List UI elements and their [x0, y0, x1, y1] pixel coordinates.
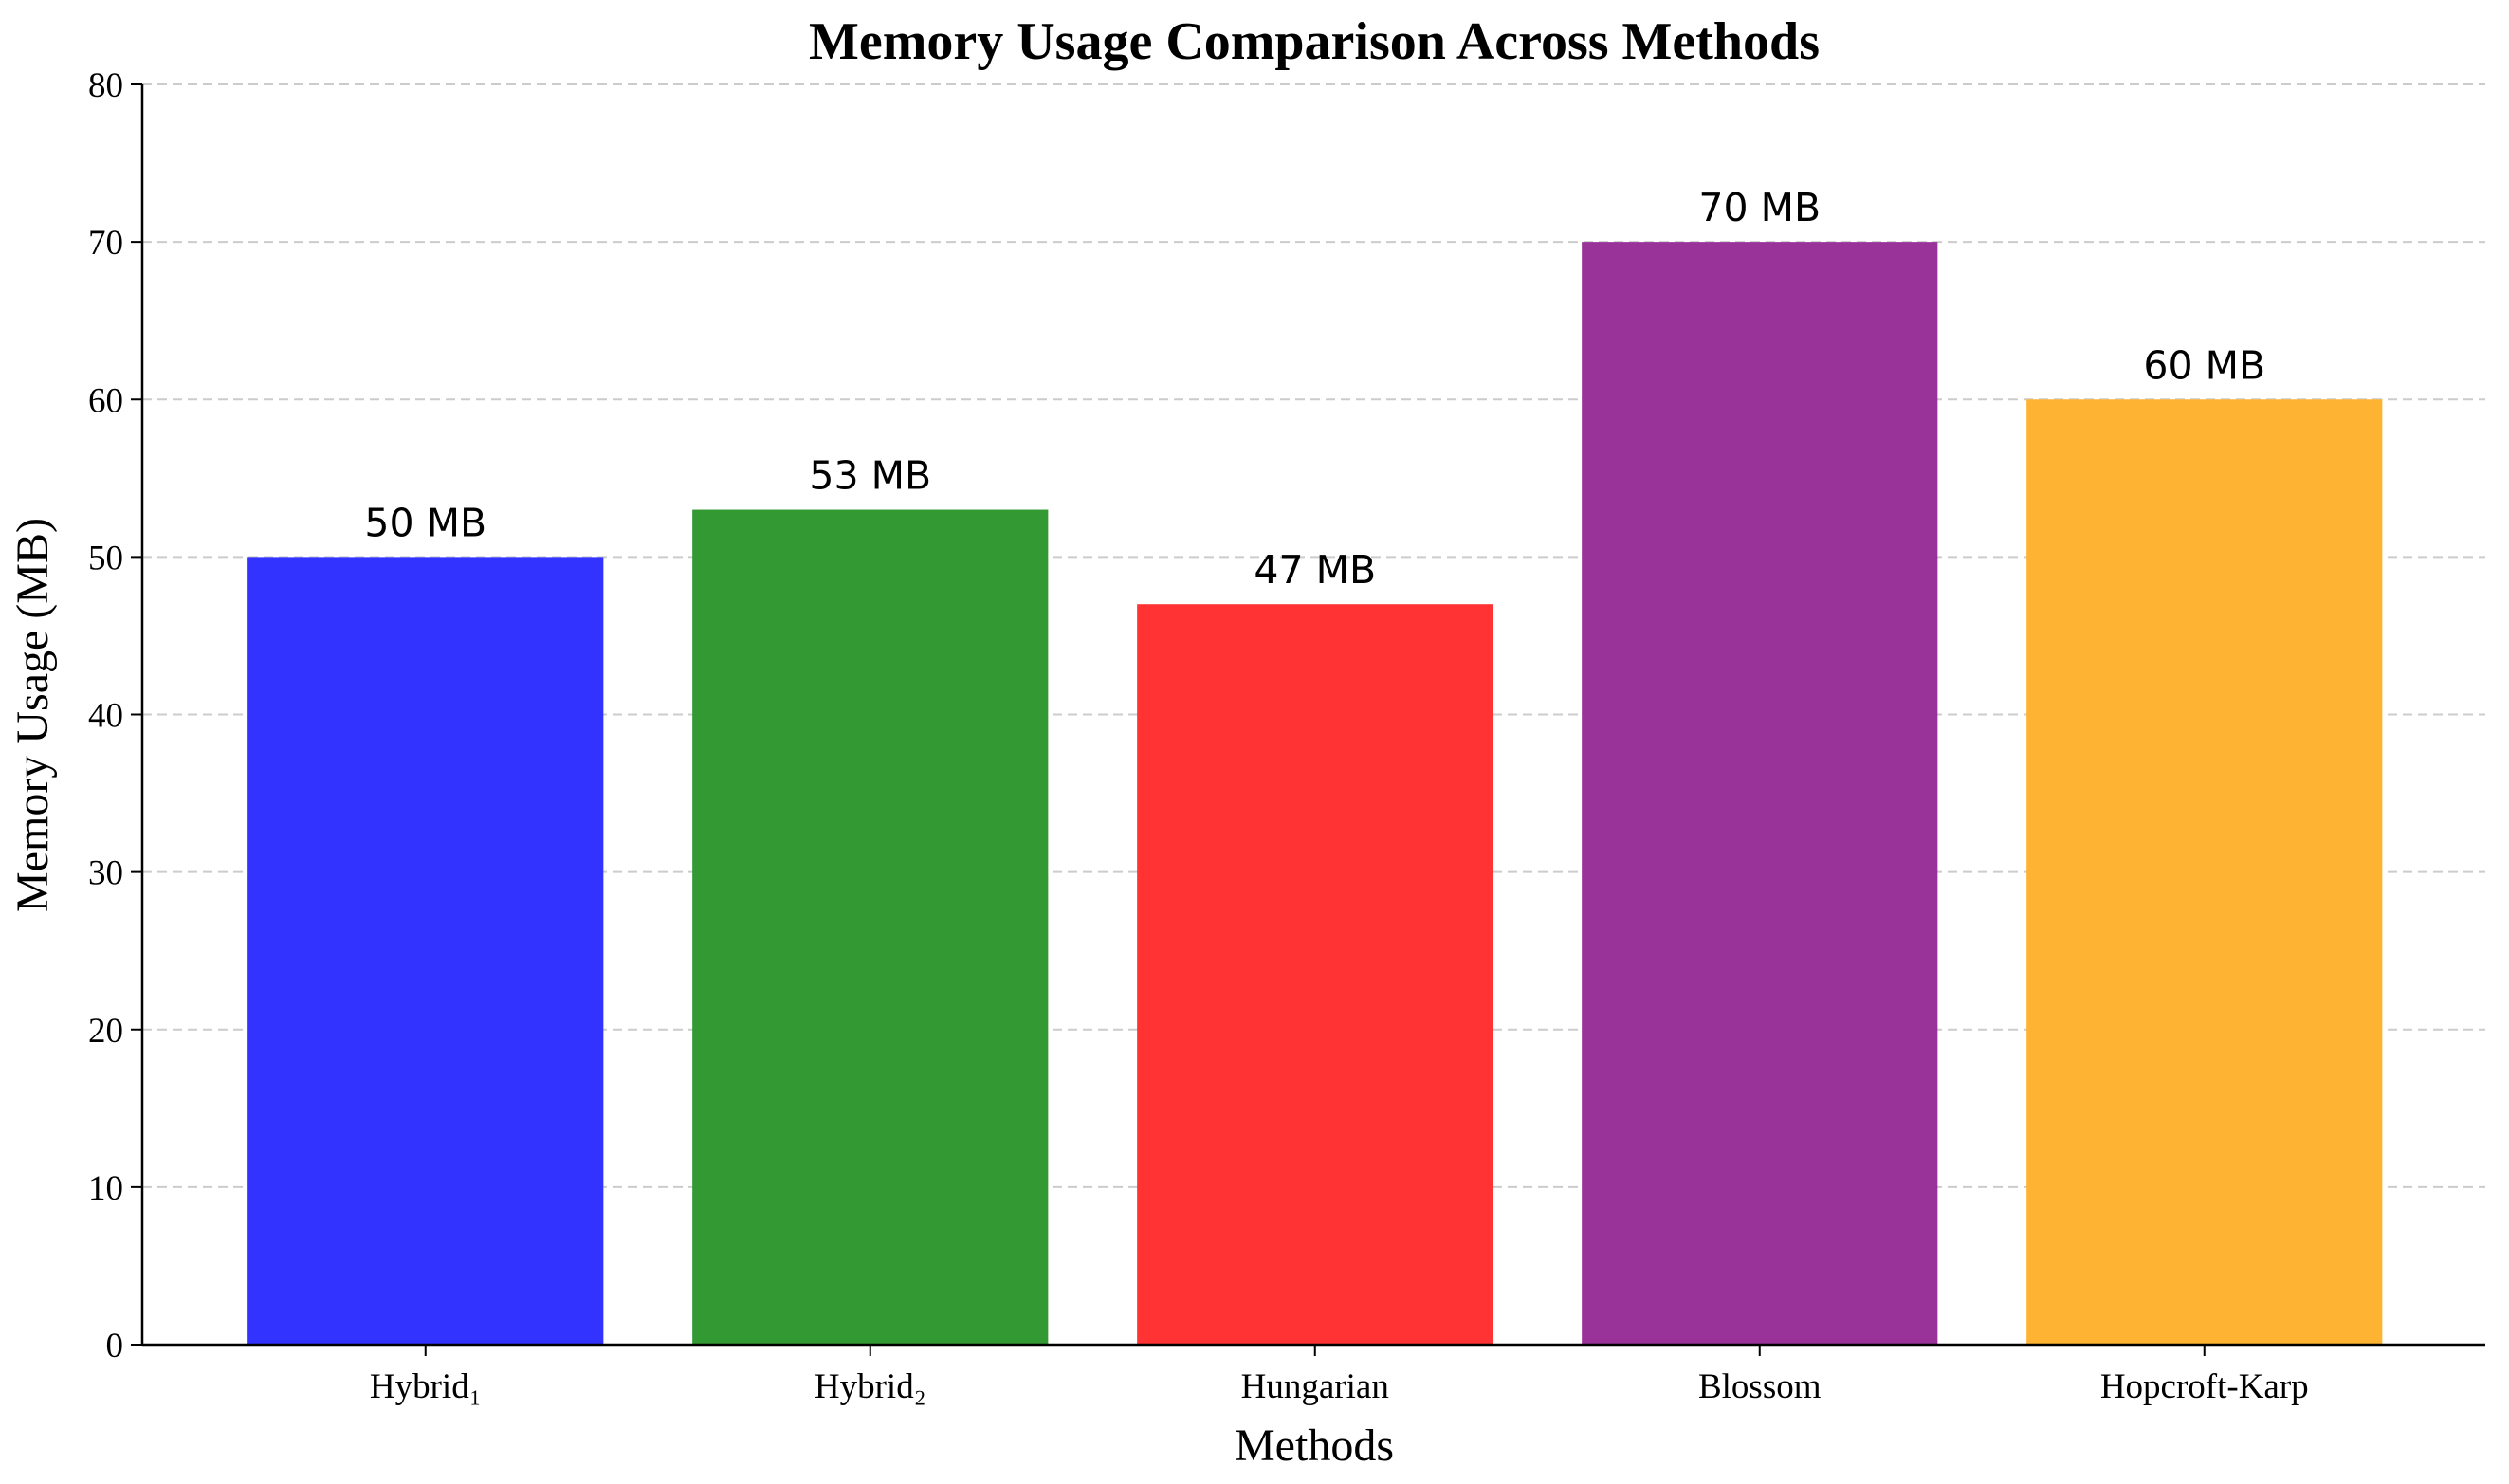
y-tick-label: 80	[88, 66, 123, 105]
y-tick-label: 50	[88, 539, 123, 577]
x-tick-label: Hungarian	[1241, 1367, 1389, 1406]
x-tick-label: Hopcroft-Karp	[2100, 1367, 2309, 1406]
value-label: 53 MB	[809, 453, 931, 499]
value-label: 60 MB	[2143, 342, 2265, 388]
y-tick-label: 10	[88, 1169, 123, 1208]
bar	[692, 509, 1049, 1345]
x-tick-label: Hybrid₁	[370, 1367, 482, 1406]
bar	[2026, 399, 2383, 1345]
y-tick-label: 30	[88, 854, 123, 893]
x-tick-label: Blossom	[1698, 1367, 1822, 1406]
x-tick-label: Hybrid₂	[815, 1367, 926, 1406]
bar	[1137, 604, 1493, 1345]
y-tick-label: 70	[88, 224, 123, 263]
y-tick-label: 20	[88, 1012, 123, 1051]
x-axis-label: Methods	[1235, 1420, 1394, 1471]
y-axis-label: Memory Usage (MB)	[8, 518, 58, 912]
y-tick-label: 40	[88, 697, 123, 736]
value-label: 47 MB	[1254, 547, 1376, 593]
value-label: 50 MB	[364, 500, 486, 545]
bar	[247, 557, 604, 1345]
chart-title: Memory Usage Comparison Across Methods	[809, 12, 1820, 71]
y-tick-label: 60	[88, 381, 123, 420]
value-label: 70 MB	[1698, 185, 1821, 230]
bar	[1582, 242, 1938, 1345]
y-tick-label: 0	[106, 1327, 124, 1365]
